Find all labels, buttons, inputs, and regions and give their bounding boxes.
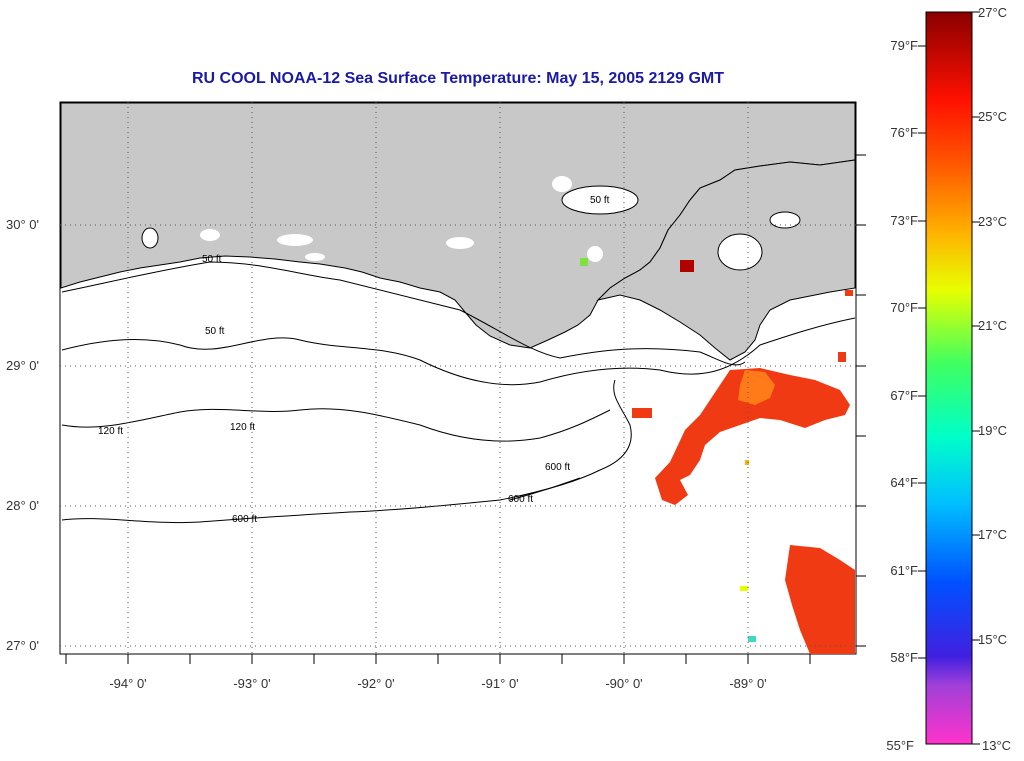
colorbar: 79°F 76°F 73°F 70°F 67°F 64°F 61°F 58°F …	[886, 5, 1011, 753]
map-panel	[59, 101, 857, 655]
sst-patch	[632, 408, 652, 418]
lake	[141, 227, 159, 249]
lake	[277, 234, 313, 246]
contour-label: 50 ft	[205, 326, 225, 337]
colorbar-c-label: 19°C	[978, 423, 1007, 438]
sst-patch	[745, 460, 749, 465]
sst-patch	[580, 258, 588, 266]
lon-label: -92° 0'	[357, 676, 394, 691]
lat-label: 27° 0'	[6, 638, 39, 653]
sst-data	[580, 258, 855, 654]
colorbar-f-label: 64°F	[890, 475, 918, 490]
lake	[200, 229, 220, 241]
lake	[769, 211, 801, 229]
colorbar-c-label: 17°C	[978, 527, 1007, 542]
colorbar-f-label: 73°F	[890, 213, 918, 228]
colorbar-c-label: 27°C	[978, 5, 1007, 20]
sst-patch	[785, 545, 855, 654]
colorbar-f-label: 61°F	[890, 563, 918, 578]
map-title: RU COOL NOAA-12 Sea Surface Temperature:…	[191, 70, 725, 87]
lake	[552, 176, 572, 192]
lat-label: 30° 0'	[6, 217, 39, 232]
contour-label: 600 ft	[545, 462, 570, 473]
sst-patch	[680, 260, 694, 272]
colorbar-f-label: 67°F	[890, 388, 918, 403]
lake	[561, 185, 639, 215]
sst-patch	[838, 352, 846, 362]
colorbar-f-label: 58°F	[890, 650, 918, 665]
lake	[305, 253, 325, 261]
bathymetry-contours	[61, 261, 856, 524]
contour-120ft	[61, 317, 856, 386]
lat-label: 29° 0'	[6, 358, 39, 373]
contour-label: 50 ft	[590, 195, 610, 206]
contour-label: 120 ft	[98, 426, 123, 437]
lon-label: -90° 0'	[605, 676, 642, 691]
contour-label-group: 50 ft 50 ft 50 ft 120 ft 120 ft 600 ft 6…	[98, 195, 610, 525]
lake	[717, 233, 763, 271]
colorbar-f-label: 70°F	[890, 300, 918, 315]
lon-label: -93° 0'	[233, 676, 270, 691]
colorbar-c-label: 15°C	[978, 632, 1007, 647]
contour-50ft	[61, 261, 746, 366]
axis-ticks	[65, 154, 866, 664]
contour-label: 600 ft	[232, 514, 257, 525]
gridlines	[60, 102, 856, 654]
colorbar-f-label: 76°F	[890, 125, 918, 140]
contour-600ft-2	[509, 477, 581, 501]
longitude-labels: -94° 0' -93° 0' -92° 0' -91° 0' -90° 0' …	[109, 676, 766, 691]
sst-patch	[738, 370, 775, 405]
lake	[446, 237, 474, 249]
colorbar-c-label: 25°C	[978, 109, 1007, 124]
colorbar-f-label: 79°F	[890, 38, 918, 53]
colorbar-f-label: 55°F	[886, 738, 914, 753]
contour-600ft	[61, 379, 632, 524]
sst-patch	[845, 290, 853, 296]
sst-patch	[655, 368, 850, 505]
lon-label: -89° 0'	[729, 676, 766, 691]
contour-120ft-deep	[61, 408, 611, 442]
sst-patch	[740, 586, 748, 591]
latitude-labels: 30° 0' 29° 0' 28° 0' 27° 0'	[6, 217, 39, 653]
lon-label: -91° 0'	[481, 676, 518, 691]
lon-label: -94° 0'	[109, 676, 146, 691]
contour-label: 50 ft	[202, 254, 222, 265]
colorbar-c-label: 13°C	[982, 738, 1011, 753]
colorbar-c-label: 23°C	[978, 214, 1007, 229]
sst-patch	[748, 636, 756, 642]
colorbar-gradient	[925, 11, 973, 745]
lake	[587, 246, 603, 262]
lat-label: 28° 0'	[6, 498, 39, 513]
contour-label: 120 ft	[230, 422, 255, 433]
contour-label: 600 ft	[508, 494, 533, 505]
colorbar-c-label: 21°C	[978, 318, 1007, 333]
